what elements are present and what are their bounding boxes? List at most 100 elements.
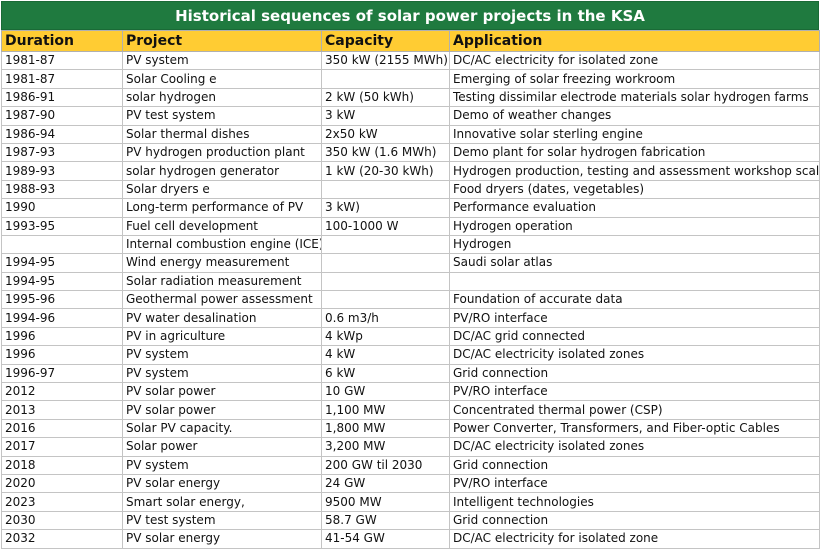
table-row: 2032 PV solar energy 41-54 GW DC/AC electri… [1,529,820,549]
cell-project: PV solar power [122,400,322,420]
cell-application: Demo of weather changes [449,106,820,126]
cell-application: DC/AC electricity for isolated zone [449,50,820,71]
cell-capacity: 3 kW) [321,198,450,218]
cell-application: Intelligent technologies [449,492,820,512]
cell-project: PV solar energy [122,473,322,494]
cell-project: PV test system [122,510,322,531]
cell-application: DC/AC electricity isolated zones [449,345,820,365]
table-row: 2012 PV solar power 10 GW PV/RO interface [1,382,820,402]
cell-application: PV/RO interface [449,382,820,402]
cell-application: Performance evaluation [449,198,820,218]
table-row: Internal combustion engine (ICE) Hydrogen [1,234,820,255]
cell-project: Long-term performance of PV [122,198,322,218]
cell-duration: 1989-93 [1,161,123,181]
cell-project: Solar PV capacity. [122,418,322,439]
cell-project: PV system [122,455,322,475]
cell-duration: 1987-93 [1,142,123,163]
cell-capacity: 10 GW [321,382,450,402]
cell-duration: 2023 [1,492,123,512]
cell-duration: 2012 [1,382,123,402]
cell-application: Foundation of accurate data [449,290,820,310]
header-duration: Duration [1,30,123,52]
cell-application: PV/RO interface [449,308,820,328]
cell-duration: 2020 [1,473,123,494]
cell-application: Concentrated thermal power (CSP) [449,400,820,420]
cell-application: PV/RO interface [449,473,820,494]
cell-capacity: 1,100 MW [321,400,450,420]
cell-capacity [321,253,450,273]
table-title: Historical sequences of solar power proj… [1,1,819,30]
table-row: 1996 PV in agriculture 4 kWp DC/AC grid con… [1,326,820,347]
cell-project: Solar thermal dishes [122,124,322,144]
cell-duration: 1990 [1,198,123,218]
cell-duration: 1994-95 [1,271,123,292]
header-application: Application [449,30,820,52]
cell-capacity: 2x50 kW [321,124,450,144]
cell-duration: 1993-95 [1,216,123,236]
table-row: 1981-87 PV system 350 kW (2155 MWh) DC/AC e… [1,50,820,71]
cell-capacity: 58.7 GW [321,510,450,531]
cell-capacity: 41-54 GW [321,529,450,549]
cell-duration: 1986-91 [1,87,123,108]
header-project: Project [122,30,322,52]
cell-application: Power Converter, Transformers, and Fiber… [449,418,820,439]
table-row: 2030 PV test system 58.7 GW Grid connection [1,510,820,531]
cell-capacity: 6 kW [321,363,450,384]
cell-application [449,271,820,292]
cell-duration: 2017 [1,437,123,457]
cell-duration [1,234,123,255]
cell-project: PV water desalination [122,308,322,328]
table-row: 2018 PV system 200 GW til 2030 Grid connect… [1,455,820,475]
cell-project: Solar Cooling e [122,69,322,89]
table-row: 1994-95 Wind energy measurement Saudi sola… [1,253,820,273]
cell-project: PV solar power [122,382,322,402]
table-row: 1996 PV system 4 kW DC/AC electricity isola… [1,345,820,365]
header-capacity: Capacity [321,30,450,52]
cell-capacity: 4 kW [321,345,450,365]
table-row: 2013 PV solar power 1,100 MW Concentrated t… [1,400,820,420]
cell-duration: 1996 [1,345,123,365]
cell-application: Grid connection [449,363,820,384]
cell-project: Solar radiation measurement [122,271,322,292]
cell-project: Solar power [122,437,322,457]
cell-duration: 1995-96 [1,290,123,310]
table-row: 2023 Smart solar energy, 9500 MW Intelligen… [1,492,820,512]
cell-project: PV system [122,50,322,71]
cell-project: Smart solar energy, [122,492,322,512]
cell-duration: 1994-95 [1,253,123,273]
cell-capacity: 100-1000 W [321,216,450,236]
cell-application: Saudi solar atlas [449,253,820,273]
cell-capacity: 200 GW til 2030 [321,455,450,475]
cell-duration: 1986-94 [1,124,123,144]
cell-application: Testing dissimilar electrode materials s… [449,87,820,108]
table-row: 1993-95 Fuel cell development 100-1000 W Hy… [1,216,820,236]
cell-duration: 2016 [1,418,123,439]
table-row: 1987-93 PV hydrogen production plant 350 k… [1,142,820,163]
cell-capacity: 4 kWp [321,326,450,347]
table-row: 1987-90 PV test system 3 kW Demo of weather… [1,106,820,126]
cell-duration: 1987-90 [1,106,123,126]
cell-project: Wind energy measurement [122,253,322,273]
cell-capacity: 0.6 m3/h [321,308,450,328]
table-row: 2016 Solar PV capacity. 1,800 MW Power Conv… [1,418,820,439]
cell-duration: 1988-93 [1,179,123,200]
table-row: 1990 Long-term performance of PV 3 kW) Perf… [1,198,820,218]
cell-duration: 2018 [1,455,123,475]
cell-project: PV solar energy [122,529,322,549]
cell-application: Hydrogen [449,234,820,255]
cell-project: solar hydrogen [122,87,322,108]
cell-capacity [321,290,450,310]
cell-application: DC/AC grid connected [449,326,820,347]
cell-capacity: 3,200 MW [321,437,450,457]
cell-duration: 1981-87 [1,69,123,89]
cell-project: PV in agriculture [122,326,322,347]
cell-capacity: 350 kW (1.6 MWh) [321,142,450,163]
cell-project: Fuel cell development [122,216,322,236]
cell-application: Hydrogen operation [449,216,820,236]
table-row: 1988-93 Solar dryers e Food dryers (dates,… [1,179,820,200]
table-row: 1994-96 PV water desalination 0.6 m3/h PV/R… [1,308,820,328]
cell-application: Hydrogen production, testing and assessm… [449,161,820,181]
cell-capacity [321,69,450,89]
cell-capacity [321,179,450,200]
cell-application: Emerging of solar freezing workroom [449,69,820,89]
